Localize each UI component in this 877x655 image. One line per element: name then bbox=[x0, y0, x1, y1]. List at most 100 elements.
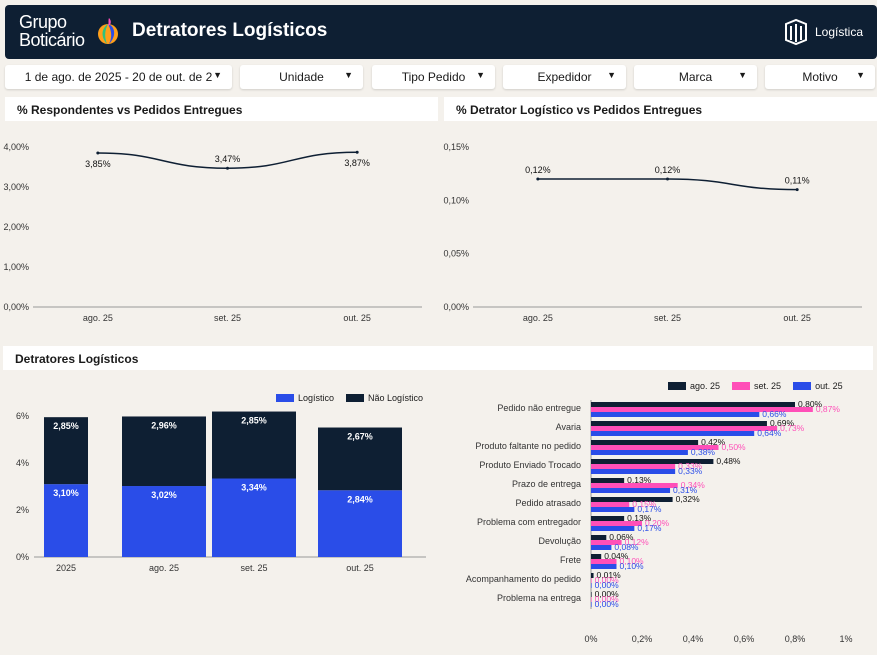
hbar bbox=[591, 545, 612, 550]
detratores-motivo-hbar-chart: 0% 0,2% 0,4% 0,6% 0,8% 1% Pedido não entregue 0… bbox=[466, 399, 853, 644]
legend-label: ago. 25 bbox=[690, 381, 721, 391]
hbar-data-label: 0,17% bbox=[637, 523, 662, 533]
hbar bbox=[591, 426, 778, 431]
hbar-data-label: 0,38% bbox=[691, 447, 716, 457]
legend-label: Logístico bbox=[298, 393, 335, 403]
series-line bbox=[537, 178, 798, 191]
hbar-data-label: 0,42% bbox=[701, 437, 726, 447]
legend-swatch bbox=[668, 382, 686, 390]
y-tick-label: 4% bbox=[16, 458, 29, 468]
x-tick-label: 2025 bbox=[56, 563, 76, 573]
legend-swatch bbox=[793, 382, 812, 390]
y-category-label: Produto faltante no pedido bbox=[475, 441, 581, 451]
hbar bbox=[591, 483, 678, 488]
bar-data-label: 2,85% bbox=[53, 421, 79, 431]
legend-item-set: set. 25 bbox=[732, 381, 781, 391]
y-tick-label: 4,00% bbox=[3, 142, 29, 152]
section-title-respondentes: % Respondentes vs Pedidos Entregues bbox=[5, 97, 438, 121]
y-tick-label: 1,00% bbox=[3, 262, 29, 272]
hbar bbox=[591, 431, 755, 436]
legend-swatch bbox=[732, 382, 751, 390]
tipo-pedido-filter[interactable]: Tipo Pedido ▼ bbox=[372, 65, 495, 89]
data-label: 3,87% bbox=[344, 158, 370, 168]
hbar bbox=[591, 445, 719, 450]
y-tick-label: 0,15% bbox=[443, 142, 469, 152]
bar-segment bbox=[212, 478, 296, 557]
data-point bbox=[795, 188, 799, 192]
grupo-boticario-logo: Grupo Boticário bbox=[19, 13, 85, 49]
hbar-data-label: 0,00% bbox=[595, 580, 620, 590]
hbar bbox=[591, 421, 767, 426]
y-tick-label: 6% bbox=[16, 411, 29, 421]
bar-data-label: 2,96% bbox=[151, 420, 177, 430]
data-point bbox=[96, 151, 100, 155]
x-tick-label: ago. 25 bbox=[83, 313, 113, 323]
hbar bbox=[591, 488, 671, 493]
date-range-filter[interactable]: 1 de ago. de 2025 - 20 de out. de 2 ▼ bbox=[5, 65, 232, 89]
y-category-label: Prazo de entrega bbox=[512, 479, 581, 489]
logistica-box-icon bbox=[784, 18, 807, 46]
data-label: 0,12% bbox=[655, 165, 681, 175]
y-tick-label: 0,00% bbox=[3, 302, 29, 312]
date-range-label: 1 de ago. de 2025 - 20 de out. de 2 bbox=[24, 70, 213, 84]
hbar-data-label: 0,15% bbox=[632, 499, 657, 509]
hbar-data-label: 0,32% bbox=[676, 494, 701, 504]
bar-data-label: 2,85% bbox=[241, 416, 267, 426]
y-category-label: Devolução bbox=[538, 536, 581, 546]
hbar-data-label: 0,50% bbox=[722, 442, 747, 452]
page-title: Detratores Logísticos bbox=[132, 20, 328, 41]
x-tick-label: 1% bbox=[839, 634, 852, 644]
bar-segment bbox=[44, 417, 88, 485]
legend-label: set. 25 bbox=[754, 381, 782, 391]
x-tick-label: 0,8% bbox=[785, 634, 806, 644]
hbar bbox=[591, 573, 594, 578]
hbar-data-label: 0,64% bbox=[757, 428, 782, 438]
legend-swatch bbox=[346, 394, 365, 402]
hbar bbox=[591, 407, 813, 412]
hbar-data-label: 0,34% bbox=[681, 480, 706, 490]
hbar-data-label: 0,00% bbox=[595, 594, 620, 604]
hbar-data-label: 0,00% bbox=[595, 575, 620, 585]
x-tick-label: set. 25 bbox=[654, 313, 681, 323]
y-tick-label: 2,00% bbox=[3, 222, 29, 232]
data-point bbox=[536, 177, 540, 181]
bar-segment bbox=[44, 484, 88, 557]
legend-label: Não Logístico bbox=[368, 393, 424, 403]
brand-label: Logística bbox=[814, 25, 863, 39]
x-tick-label: 0,6% bbox=[734, 634, 755, 644]
detratores-stacked-bar-chart: 0% 2% 4% 6% 3,10% 2,85% 2025 3,02% 2,96% ago. 25 3… bbox=[16, 411, 426, 573]
motivo-label: Motivo bbox=[802, 70, 838, 84]
hbar-data-label: 0,17% bbox=[637, 504, 662, 514]
hbar-data-label: 0,01% bbox=[597, 570, 622, 580]
unidade-label: Unidade bbox=[279, 70, 324, 84]
y-category-label: Produto Enviado Trocado bbox=[479, 460, 581, 470]
data-label: 3,85% bbox=[85, 159, 111, 169]
marca-label: Marca bbox=[678, 70, 713, 84]
hbar-data-label: 0,48% bbox=[716, 456, 741, 466]
marca-filter[interactable]: Marca ▼ bbox=[634, 65, 757, 89]
hbar-data-label: 0,06% bbox=[609, 532, 634, 542]
data-label: 3,47% bbox=[215, 154, 241, 164]
data-label: 0,12% bbox=[525, 165, 551, 175]
x-tick-label: 0,2% bbox=[632, 634, 653, 644]
hbar bbox=[591, 516, 625, 521]
motivo-filter[interactable]: Motivo ▼ bbox=[765, 65, 875, 89]
data-label: 0,11% bbox=[785, 176, 810, 186]
y-tick-label: 0,05% bbox=[443, 249, 469, 259]
boticario-flame-icon bbox=[98, 18, 118, 44]
unidade-filter[interactable]: Unidade ▼ bbox=[240, 65, 363, 89]
hbar bbox=[591, 478, 625, 483]
legend-label: out. 25 bbox=[815, 381, 843, 391]
hbar bbox=[591, 450, 688, 455]
expedidor-label: Expedidor bbox=[537, 70, 592, 84]
hbar bbox=[591, 507, 635, 512]
bar-data-label: 2,84% bbox=[347, 494, 373, 504]
app-header: Grupo Boticário Detratores Logísticos Lo… bbox=[5, 5, 877, 59]
chevron-down-icon: ▼ bbox=[738, 70, 747, 80]
x-tick-label: 0,4% bbox=[683, 634, 704, 644]
expedidor-filter[interactable]: Expedidor ▼ bbox=[503, 65, 626, 89]
y-category-label: Problema na entrega bbox=[497, 593, 581, 603]
x-tick-label: out. 25 bbox=[783, 313, 811, 323]
y-category-label: Acompanhamento do pedido bbox=[466, 574, 581, 584]
legend-item-out: out. 25 bbox=[793, 381, 843, 391]
